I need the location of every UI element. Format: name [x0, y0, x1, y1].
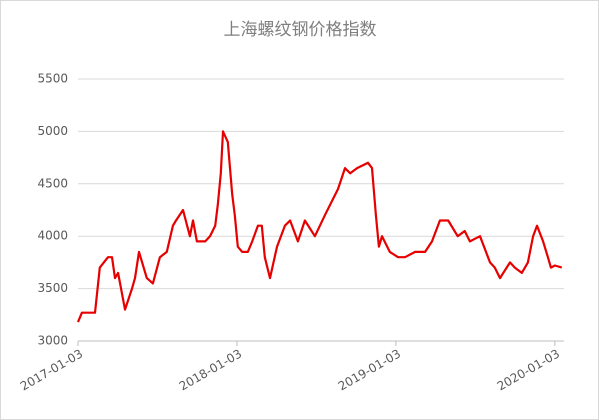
y-tick-label: 3000	[37, 334, 68, 348]
y-tick-label: 4000	[37, 229, 68, 243]
y-tick-label: 4500	[37, 176, 68, 190]
price-line	[76, 130, 563, 323]
y-tick-label: 5500	[37, 72, 68, 86]
chart-title: 上海螺纹钢价格指数	[224, 20, 377, 40]
y-tick-label: 3500	[37, 281, 68, 295]
y-tick-label: 5000	[37, 124, 68, 138]
